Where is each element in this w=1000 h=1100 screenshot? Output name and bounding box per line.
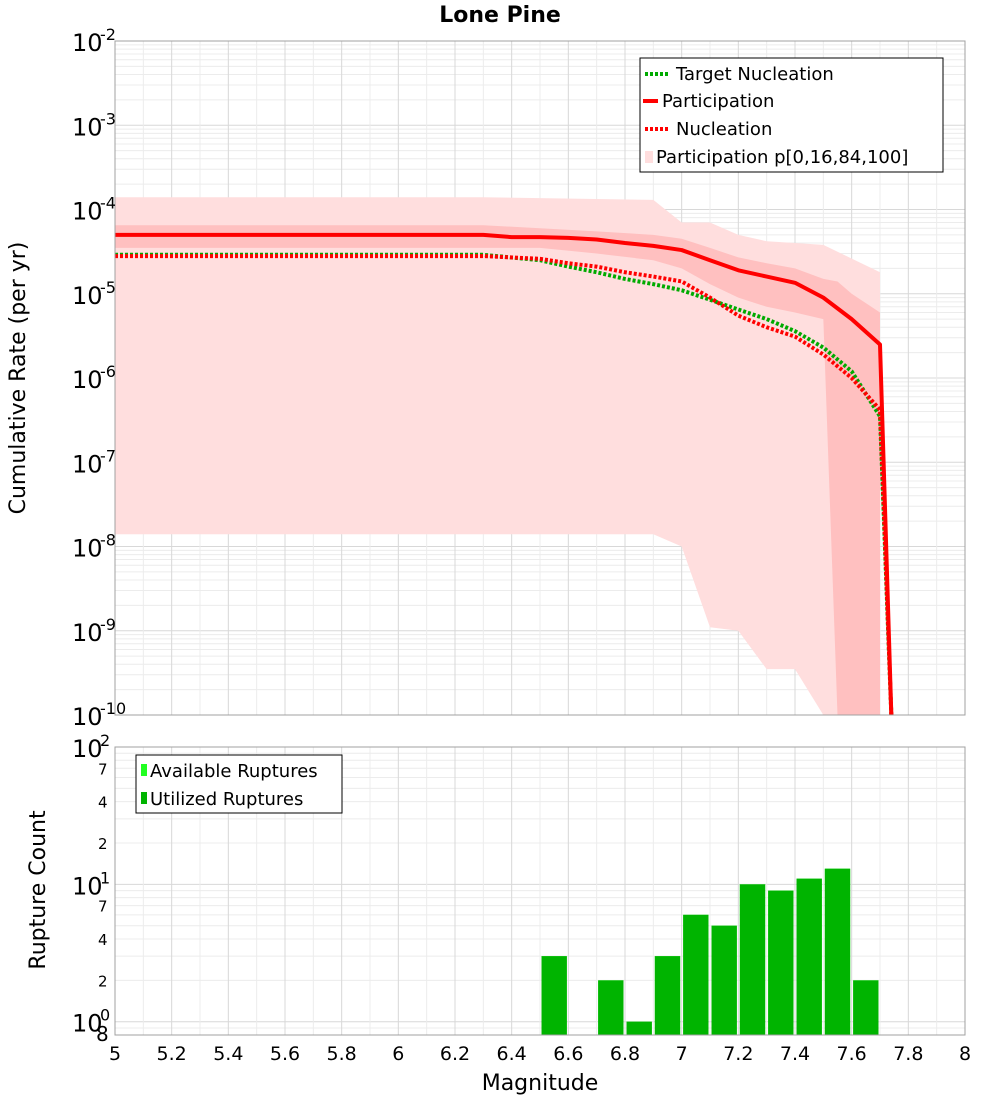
utilized-rupture-bar [654, 956, 681, 1035]
legend-box [135, 754, 343, 814]
x-tick-label: 6.8 [610, 1043, 640, 1065]
x-tick-label: 6.4 [497, 1043, 527, 1065]
x-tick-label: 6 [392, 1043, 404, 1065]
y-tick-label-base: 10 [72, 872, 103, 900]
participation-band-inner [115, 225, 880, 715]
x-tick-label: 7.4 [780, 1043, 810, 1065]
target-nucleation-line [115, 252, 894, 716]
utilized-rupture-bar [739, 884, 766, 1035]
y-tick-label-exponent: -5 [100, 278, 116, 297]
legend-swatch-utilized-ruptures [141, 792, 147, 804]
chart-title: Lone Pine [439, 3, 561, 28]
y-tick-label-exponent: -6 [100, 362, 116, 381]
bottom-plot-frame [114, 746, 966, 1036]
y-minor-tick-label: 7 [98, 760, 108, 778]
x-tick-label: 7.6 [837, 1043, 867, 1065]
legend-box [639, 57, 944, 173]
y-tick-label-base: 10 [72, 619, 103, 647]
y-tick-label-exponent: -10 [100, 699, 126, 718]
y-tick-label-base: 10 [72, 29, 103, 57]
top-y-axis-label: Cumulative Rate (per yr) [6, 242, 31, 515]
y-tick-label-exponent: -2 [100, 25, 116, 44]
x-tick-label: 6.2 [440, 1043, 470, 1065]
utilized-rupture-bar [824, 868, 851, 1035]
legend-label: Available Ruptures [150, 761, 318, 782]
participation-line [115, 232, 894, 716]
y-minor-tick-label: 2 [98, 835, 108, 853]
utilized-rupture-bar [541, 956, 567, 1035]
legend-label: Nucleation [676, 119, 772, 140]
y-minor-tick-label: 7 [98, 898, 108, 916]
x-tick-label: 7.8 [893, 1043, 923, 1065]
y-minor-tick-label: 4 [98, 794, 108, 812]
legend-label: Target Nucleation [675, 64, 834, 85]
utilized-rupture-bar [853, 980, 879, 1035]
legend-label: Participation [662, 91, 774, 112]
y-tick-label-base: 10 [72, 703, 103, 731]
y-tick-label-exponent: 0 [100, 1006, 110, 1025]
y-tick-label-exponent: 2 [100, 731, 110, 750]
legend-swatch-available-ruptures [141, 764, 147, 776]
x-axis-label: Magnitude [482, 1071, 599, 1096]
legend-swatch-participation-band [645, 151, 653, 163]
y-tick-label-exponent: -8 [100, 531, 116, 550]
y-tick-label-base: 10 [72, 366, 103, 394]
x-tick-label: 5.6 [270, 1043, 300, 1065]
top-plot-frame [114, 40, 966, 716]
utilized-rupture-bar [768, 890, 794, 1035]
utilized-rupture-bar [711, 925, 737, 1035]
x-tick-label: 8 [959, 1043, 971, 1065]
y-minor-tick-label: 2 [98, 972, 108, 990]
utilized-rupture-bar [626, 1021, 652, 1035]
y-tick-label-base: 10 [72, 735, 103, 763]
x-tick-label: 7 [676, 1043, 688, 1065]
utilized-rupture-bar [598, 980, 624, 1035]
y-tick-label-base: 10 [72, 282, 103, 310]
y-tick-label-exponent: -7 [100, 446, 116, 465]
x-tick-label: 5 [109, 1043, 121, 1065]
y-tick-label-exponent: 1 [100, 868, 110, 887]
y-tick-label-exponent: -4 [100, 194, 116, 213]
y-tick-label-exponent: -9 [100, 615, 116, 634]
y-tick-label-base: 10 [72, 450, 103, 478]
y-minor-tick-label: 8 [96, 1022, 109, 1046]
y-tick-label-exponent: -3 [100, 109, 116, 128]
y-tick-label-base: 10 [72, 535, 103, 563]
x-tick-label: 5.8 [327, 1043, 357, 1065]
y-tick-label-base: 10 [72, 113, 103, 141]
legend-label: Utilized Ruptures [150, 789, 303, 810]
utilized-rupture-bar [683, 914, 709, 1035]
participation-band-outer [115, 197, 880, 715]
x-tick-label: 7.2 [723, 1043, 753, 1065]
x-tick-label: 6.6 [553, 1043, 583, 1065]
bottom-y-axis-label: Rupture Count [26, 810, 51, 970]
y-tick-label-base: 10 [72, 1010, 103, 1038]
y-minor-tick-label: 4 [98, 931, 108, 949]
utilized-rupture-bar [796, 878, 822, 1035]
x-tick-label: 5.2 [157, 1043, 187, 1065]
legend-label: Participation p[0,16,84,100] [656, 147, 908, 168]
y-tick-label-base: 10 [72, 198, 103, 226]
x-tick-label: 5.4 [213, 1043, 243, 1065]
nucleation-line [115, 254, 894, 716]
